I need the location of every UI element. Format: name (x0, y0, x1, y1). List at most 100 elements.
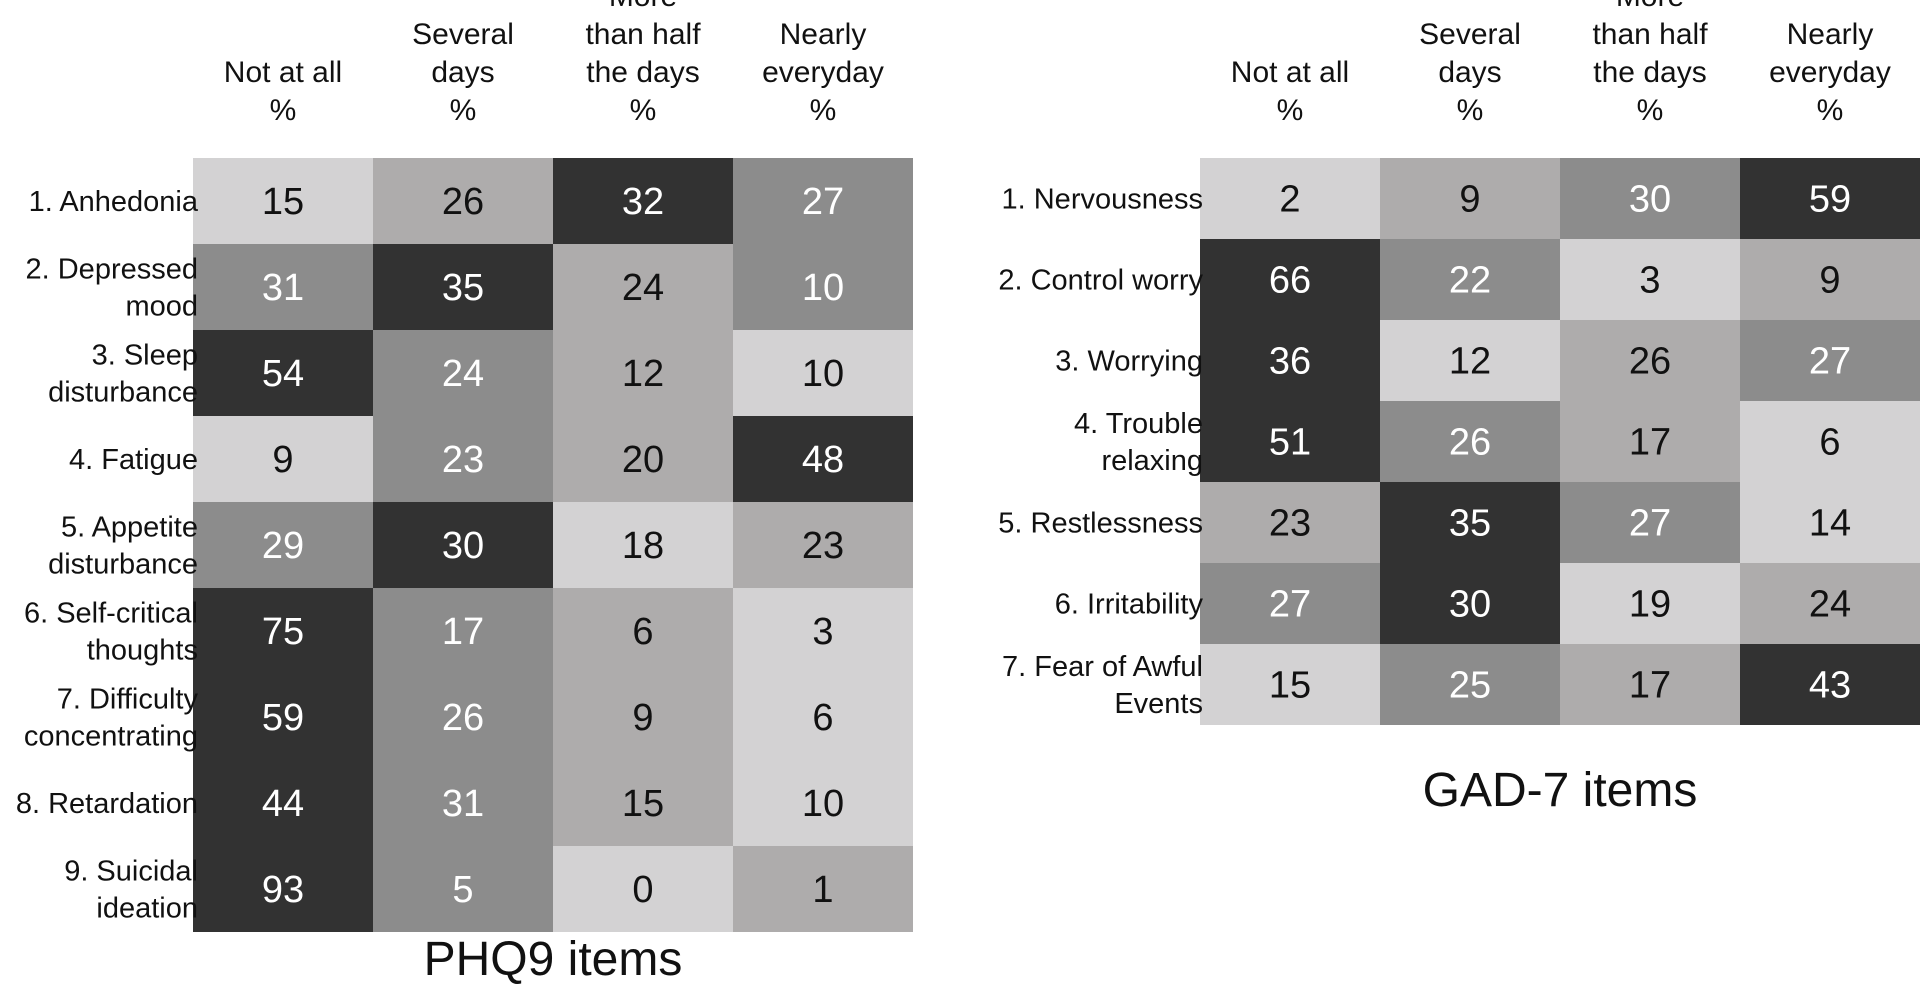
phq9-cell (733, 416, 913, 502)
gad7-cell-value: 14 (1809, 503, 1851, 545)
gad7-cell (1560, 644, 1740, 725)
gad7-row-label: 4. Trouble relaxing (1074, 408, 1203, 477)
gad7-cell (1380, 158, 1560, 239)
gad7-row-label: 3. Worrying (1055, 346, 1203, 378)
gad7-cell-value: 59 (1809, 179, 1851, 221)
gad7-cell (1740, 401, 1920, 482)
phq9-cell-value: 24 (622, 267, 664, 309)
phq9-cell (733, 588, 913, 674)
phq9-cell (733, 158, 913, 244)
gad7-cell-value: 9 (1459, 179, 1480, 221)
phq9-cell-value: 75 (262, 611, 304, 653)
phq9-cell-value: 30 (442, 525, 484, 567)
phq9-cell (193, 846, 373, 932)
gad7-cell-value: 36 (1269, 341, 1311, 383)
gad7-cell (1560, 563, 1740, 644)
gad7-cell-value: 43 (1809, 665, 1851, 707)
gad7-cell-value: 3 (1639, 260, 1660, 302)
phq9-cell-value: 26 (442, 697, 484, 739)
phq9-cell (373, 846, 553, 932)
gad7-cell (1380, 644, 1560, 725)
phq9-cell-value: 6 (812, 697, 833, 739)
phq9-cell (733, 244, 913, 330)
gad7-cell-value: 22 (1449, 260, 1491, 302)
phq9-cell-value: 10 (802, 353, 844, 395)
phq9-cell (733, 760, 913, 846)
phq9-row-label: 2. Depressed mood (26, 254, 199, 323)
gad7-column-header: Nearly everyday% (1769, 18, 1891, 127)
phq9-cell (733, 502, 913, 588)
phq9-cell (193, 760, 373, 846)
phq9-cell-value: 12 (622, 353, 664, 395)
phq9-cell-value: 18 (622, 525, 664, 567)
gad7-row-label: 6. Irritability (1055, 589, 1204, 621)
phq9-cell (553, 846, 733, 932)
phq9-cell-value: 1 (812, 869, 833, 911)
phq9-row-label: 7. Difficulty concentrating (24, 684, 199, 753)
phq9-cell (373, 588, 553, 674)
phq9-cell (193, 244, 373, 330)
phq9-cell (733, 330, 913, 416)
gad7-cell-value: 26 (1629, 341, 1671, 383)
phq9-cell-value: 31 (442, 783, 484, 825)
phq9-cell-value: 54 (262, 353, 304, 395)
phq9-cell-value: 9 (632, 697, 653, 739)
phq9-cell-value: 9 (272, 439, 293, 481)
phq9-row-label: 4. Fatigue (69, 444, 198, 476)
gad7-cell (1380, 320, 1560, 401)
gad7-cell-value: 24 (1809, 584, 1851, 626)
gad7-cell-value: 26 (1449, 422, 1491, 464)
gad7-row-label: 2. Control worry (998, 265, 1203, 297)
gad7-cell (1560, 158, 1740, 239)
phq9-cell-value: 3 (812, 611, 833, 653)
phq9-cell (553, 674, 733, 760)
gad7-cell (1200, 239, 1380, 320)
phq9-row-label: 3. Sleep disturbance (48, 340, 198, 409)
gad7-cell-value: 17 (1629, 422, 1671, 464)
gad7-cell (1740, 644, 1920, 725)
phq9-cell (193, 588, 373, 674)
phq9-cell-value: 48 (802, 439, 844, 481)
gad7-cell-value: 17 (1629, 665, 1671, 707)
phq9-row-label: 8. Retardation (16, 788, 198, 820)
gad7-cell (1200, 644, 1380, 725)
phq9-cell (373, 502, 553, 588)
gad7-cell (1200, 401, 1380, 482)
phq9-cell (193, 416, 373, 502)
phq9-cell-value: 5 (452, 869, 473, 911)
phq9-cell-value: 35 (442, 267, 484, 309)
gad7-cell (1560, 320, 1740, 401)
phq9-cell-value: 20 (622, 439, 664, 481)
phq9-cell (193, 158, 373, 244)
phq9-cell (193, 502, 373, 588)
gad7-cell (1560, 401, 1740, 482)
gad7-cell (1740, 158, 1920, 239)
gad7-cell-value: 2 (1279, 179, 1300, 221)
gad7-cell (1380, 401, 1560, 482)
gad7-cell (1740, 239, 1920, 320)
gad7-cell-value: 35 (1449, 503, 1491, 545)
phq9-cell-value: 29 (262, 525, 304, 567)
gad7-cell (1200, 563, 1380, 644)
phq9-cell (553, 330, 733, 416)
gad7-cell (1740, 563, 1920, 644)
phq9-cell (733, 846, 913, 932)
phq9-cell (193, 674, 373, 760)
gad7-cell-value: 19 (1629, 584, 1671, 626)
phq9-cell-value: 23 (802, 525, 844, 567)
phq9-row-label: 1. Anhedonia (29, 186, 199, 218)
phq9-cell-value: 44 (262, 783, 304, 825)
phq9-cell (193, 330, 373, 416)
phq9-cell (373, 416, 553, 502)
gad7-cell (1560, 239, 1740, 320)
phq9-cell (553, 760, 733, 846)
gad7-cell-value: 25 (1449, 665, 1491, 707)
phq9-row-label: 9. Suicidal ideation (64, 856, 198, 925)
phq9-cell (553, 502, 733, 588)
gad7-cell (1200, 482, 1380, 563)
phq9-cell-value: 15 (622, 783, 664, 825)
phq9-cell-value: 59 (262, 697, 304, 739)
